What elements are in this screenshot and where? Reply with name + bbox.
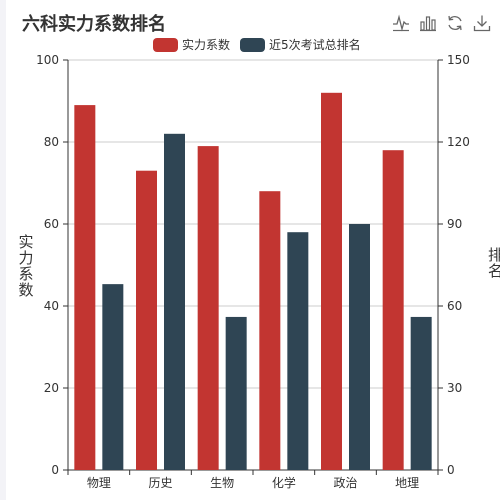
y-left-tick-label: 100 — [36, 53, 59, 67]
y-right-axis-title: 排名 — [488, 246, 500, 280]
y-right-tick-label: 90 — [447, 217, 462, 231]
left-edge-bar — [0, 0, 6, 500]
bar-rank[interactable] — [225, 316, 247, 470]
x-tick-label: 地理 — [395, 476, 419, 490]
y-left-tick-label: 40 — [44, 299, 59, 313]
chart-title: 六科实力系数排名 — [22, 14, 166, 35]
x-tick-label: 政治 — [333, 476, 357, 490]
y-right-tick-label: 60 — [447, 299, 462, 313]
y-left-tick-label: 80 — [44, 135, 59, 149]
line-chart-icon[interactable] — [392, 14, 410, 32]
bar-strength[interactable] — [259, 191, 281, 470]
legend-swatch-rank — [240, 37, 266, 52]
chart-toolbox — [392, 14, 491, 32]
bar-rank[interactable] — [287, 232, 309, 470]
bar-rank[interactable] — [164, 133, 185, 471]
legend-label-rank: 近5次考试总排名 — [269, 38, 361, 52]
chart-legend: 实力系数 近5次考试总排名 — [153, 36, 361, 53]
y-left-axis-title: 实力系数 — [18, 233, 33, 299]
y-left-tick-label: 20 — [44, 381, 59, 395]
bar-strength[interactable] — [136, 170, 157, 470]
x-tick-label: 物理 — [87, 476, 111, 490]
bar-strength[interactable] — [74, 105, 96, 470]
bar-rank[interactable] — [102, 284, 124, 470]
bar-chart-icon[interactable] — [419, 14, 437, 32]
restore-icon[interactable] — [446, 14, 464, 32]
y-right-tick-label: 120 — [447, 135, 470, 149]
bar-strength[interactable] — [321, 92, 342, 471]
legend-label-strength: 实力系数 — [182, 38, 231, 52]
y-right-tick-label: 0 — [447, 463, 455, 477]
legend-swatch-strength — [153, 37, 178, 52]
bar-rank[interactable] — [349, 224, 370, 470]
bar-strength[interactable] — [197, 146, 219, 470]
y-right-tick-label: 150 — [447, 53, 470, 67]
legend-item-rank[interactable]: 近5次考试总排名 — [240, 36, 361, 53]
download-icon[interactable] — [473, 14, 491, 32]
y-right-tick-label: 30 — [447, 381, 462, 395]
y-left-tick-label: 60 — [44, 217, 59, 231]
x-tick-label: 历史 — [148, 476, 172, 490]
y-left-tick-label: 0 — [51, 463, 59, 477]
x-tick-label: 化学 — [272, 475, 296, 490]
bar-strength[interactable] — [382, 150, 404, 470]
x-tick-label: 生物 — [210, 476, 234, 490]
bar-rank[interactable] — [410, 316, 432, 470]
legend-item-strength[interactable]: 实力系数 — [153, 36, 230, 53]
